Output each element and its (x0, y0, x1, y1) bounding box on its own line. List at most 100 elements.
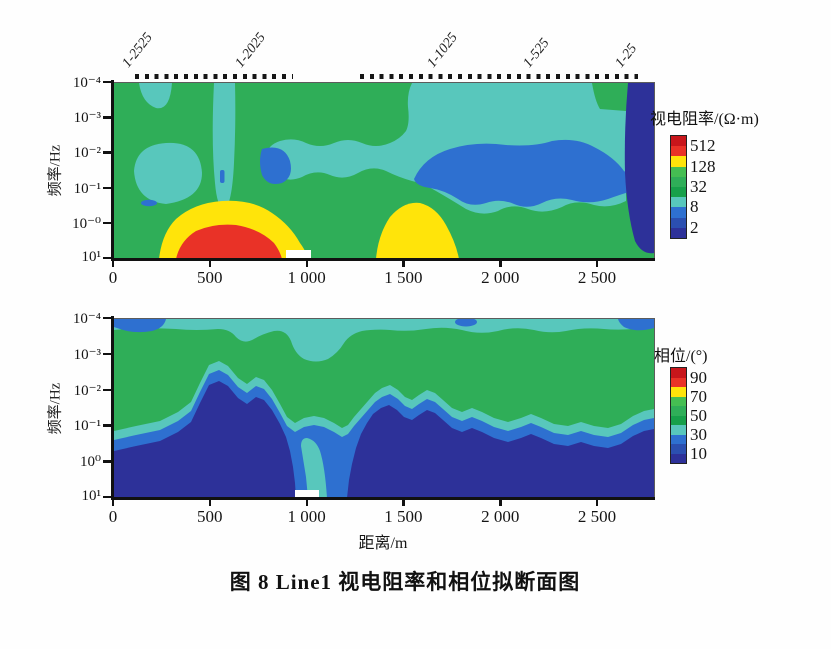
phase-pseudosection (113, 318, 655, 499)
y-tick-mark (103, 317, 111, 320)
y-tick-mark (103, 352, 111, 356)
high-resistivity-core (176, 224, 282, 259)
y-tick-label: 10⁻³ (73, 110, 101, 127)
colorbar-segment (671, 453, 686, 463)
y-tick-mark (103, 186, 111, 189)
x-tick-mark (402, 260, 405, 267)
x-tick-mark (305, 260, 308, 267)
x-tick-mark (305, 499, 308, 506)
colorbar-segment (671, 415, 686, 425)
y-tick-label: 10⁻¹ (73, 180, 101, 197)
colorbar-segment (671, 387, 686, 397)
colorbar-tick-label: 128 (690, 156, 716, 176)
figure-caption: 图 8 Line1 视电阻率和相位拟断面图 (229, 570, 581, 594)
x-tick-mark (596, 260, 599, 267)
resistivity-colorbar-title: 视电阻率/(Ω·m) (650, 111, 759, 128)
y-tick-mark (103, 496, 111, 499)
resistivity-colorbar (670, 135, 687, 239)
x-tick-label: 2 000 (481, 507, 520, 526)
teal-top-notch (139, 83, 172, 109)
colorbar-tick-label: 30 (690, 424, 707, 444)
x-tick-mark (208, 260, 212, 267)
y-tick-label: 10⁻² (73, 145, 101, 162)
y-tick-mark (103, 388, 111, 391)
phase-channel-wedge (301, 438, 327, 498)
colorbar-segment (671, 406, 686, 416)
x-tick-label: 2 500 (577, 507, 617, 526)
y-tick-label: 10⁻¹ (73, 418, 101, 435)
colorbar-tick-label: 8 (690, 197, 699, 217)
station-tick-marks-right (360, 74, 638, 79)
data-gap-marker (286, 250, 311, 259)
x-tick-label: 1 500 (384, 507, 423, 526)
phase-blue-topspot (455, 319, 477, 327)
station-label: 1-525 (520, 35, 553, 71)
phase-colorbar (670, 367, 687, 464)
x-tick-label: 1 000 (287, 268, 326, 287)
colorbar-tick-label: 70 (690, 386, 707, 406)
colorbar-segment (671, 166, 686, 177)
y-tick-mark (103, 424, 111, 427)
x-tick-label: 0 (108, 268, 118, 287)
colorbar-tick-label: 2 (690, 217, 699, 237)
colorbar-tick-label: 50 (690, 405, 707, 425)
resistivity-x-axis (111, 258, 655, 261)
x-tick-mark (112, 499, 115, 506)
resistivity-pseudosection (113, 82, 655, 260)
colorbar-segment (671, 396, 686, 406)
high-resistivity-halo-2 (376, 202, 459, 259)
colorbar-segment (671, 434, 686, 444)
colorbar-segment (671, 197, 686, 208)
phase-y-axis (111, 316, 114, 500)
phase-x-axis (111, 497, 655, 500)
colorbar-tick-label: 512 (690, 136, 716, 156)
x-tick-mark (596, 499, 599, 506)
y-tick-mark (103, 116, 111, 119)
colorbar-segment (671, 425, 686, 435)
colorbar-segment (671, 377, 686, 387)
y-tick-label: 10¹ (81, 249, 102, 265)
y-tick-label: 10⁻³ (73, 346, 101, 363)
y-tick-label: 10⁻⁴ (72, 75, 101, 91)
x-tick-mark (402, 499, 405, 506)
colorbar-segment (671, 207, 686, 218)
station-label: 1-2025 (232, 30, 269, 71)
colorbar-segment (671, 146, 686, 157)
colorbar-segment (671, 444, 686, 454)
y-tick-label: 10¹ (81, 488, 102, 504)
x-tick-mark (208, 499, 212, 506)
station-tick-marks-left (135, 74, 293, 79)
x-tick-label: 1 000 (287, 507, 326, 526)
y-tick-label: 10⁻⁰ (72, 215, 101, 232)
y-tick-label: 10⁰ (79, 454, 101, 471)
station-label: 1-25 (612, 41, 641, 71)
resistivity-y-axis (111, 80, 114, 261)
phase-blue-topright (618, 319, 654, 331)
phase-heatmap (114, 319, 654, 498)
blue-dash (141, 199, 157, 207)
x-tick-label: 2 500 (577, 268, 617, 287)
x-tick-mark (112, 260, 115, 267)
x-axis-label: 距离/m (358, 535, 408, 552)
conductive-edge-stripe (624, 83, 654, 254)
colorbar-segment (671, 368, 686, 378)
colorbar-segment (671, 186, 686, 198)
y-tick-mark (103, 221, 111, 225)
station-label: 1-1025 (424, 30, 461, 71)
low-phase-region-right (347, 405, 654, 498)
y-tick-mark (103, 460, 111, 463)
colorbar-segment (671, 156, 686, 167)
y-tick-label: 10⁻² (73, 382, 101, 399)
colorbar-tick-label: 32 (690, 177, 707, 196)
y-tick-label: 10⁻⁴ (72, 311, 101, 327)
station-label: 1-2525 (119, 30, 156, 71)
phase-top-band (114, 319, 654, 362)
x-tick-mark (499, 260, 502, 267)
x-tick-label: 500 (197, 507, 223, 526)
colorbar-tick-label: 90 (690, 367, 707, 387)
x-tick-label: 500 (197, 268, 223, 287)
blue-sliver (220, 170, 225, 183)
teal-left-pocket (134, 142, 202, 204)
y-tick-mark (103, 257, 111, 260)
